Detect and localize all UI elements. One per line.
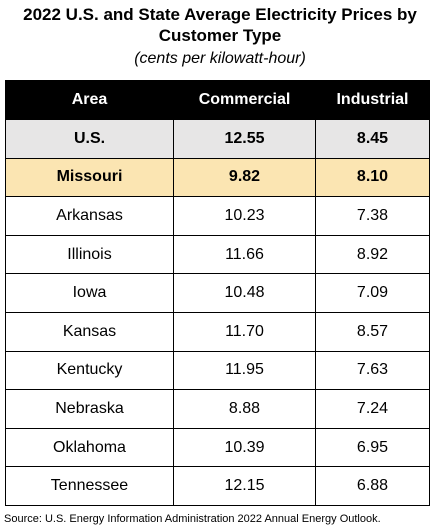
cell-commercial: 11.95 [173,350,316,391]
cell-area: Nebraska [5,389,174,429]
table-row: Oklahoma 10.39 6.95 [5,427,430,468]
cell-industrial: 8.92 [315,234,430,275]
source-note: Source: U.S. Energy Information Administ… [4,513,381,525]
cell-industrial: 6.88 [315,466,430,506]
table-row-missouri: Missouri 9.82 8.10 [5,157,430,198]
cell-commercial: 10.39 [173,427,316,468]
table-row: Kansas 11.70 8.57 [5,311,430,352]
table-row: Tennessee 12.15 6.88 [5,466,430,506]
table-row: Iowa 10.48 7.09 [5,273,430,313]
cell-area: Arkansas [5,196,174,236]
header-industrial: Industrial [315,80,430,120]
cell-area: Kansas [5,311,174,352]
header-commercial: Commercial [173,80,316,120]
cell-commercial: 9.82 [173,157,316,198]
table-row-us: U.S. 12.55 8.45 [5,119,430,159]
cell-commercial: 12.15 [173,466,316,506]
table-row: Kentucky 11.95 7.63 [5,350,430,391]
cell-commercial: 10.23 [173,196,316,236]
table-header-row: Area Commercial Industrial [5,80,430,120]
cell-industrial: 7.24 [315,389,430,429]
cell-industrial: 7.63 [315,350,430,391]
cell-area: Missouri [5,157,174,198]
cell-commercial: 11.66 [173,234,316,275]
cell-industrial: 7.09 [315,273,430,313]
header-area: Area [5,80,174,120]
cell-industrial: 8.10 [315,157,430,198]
table-row: Illinois 11.66 8.92 [5,234,430,275]
page-subtitle: (cents per kilowatt-hour) [134,50,306,67]
cell-area: Illinois [5,234,174,275]
page-title: 2022 U.S. and State Average Electricity … [23,5,417,45]
price-table: Area Commercial Industrial U.S. 12.55 8.… [5,80,430,506]
cell-commercial: 8.88 [173,389,316,429]
cell-industrial: 8.45 [315,119,430,159]
cell-area: U.S. [5,119,174,159]
cell-commercial: 12.55 [173,119,316,159]
cell-industrial: 8.57 [315,311,430,352]
cell-industrial: 7.38 [315,196,430,236]
table-row: Arkansas 10.23 7.38 [5,196,430,236]
cell-industrial: 6.95 [315,427,430,468]
cell-area: Oklahoma [5,427,174,468]
cell-commercial: 10.48 [173,273,316,313]
cell-area: Tennessee [5,466,174,506]
cell-commercial: 11.70 [173,311,316,352]
cell-area: Iowa [5,273,174,313]
table-row: Nebraska 8.88 7.24 [5,389,430,429]
cell-area: Kentucky [5,350,174,391]
